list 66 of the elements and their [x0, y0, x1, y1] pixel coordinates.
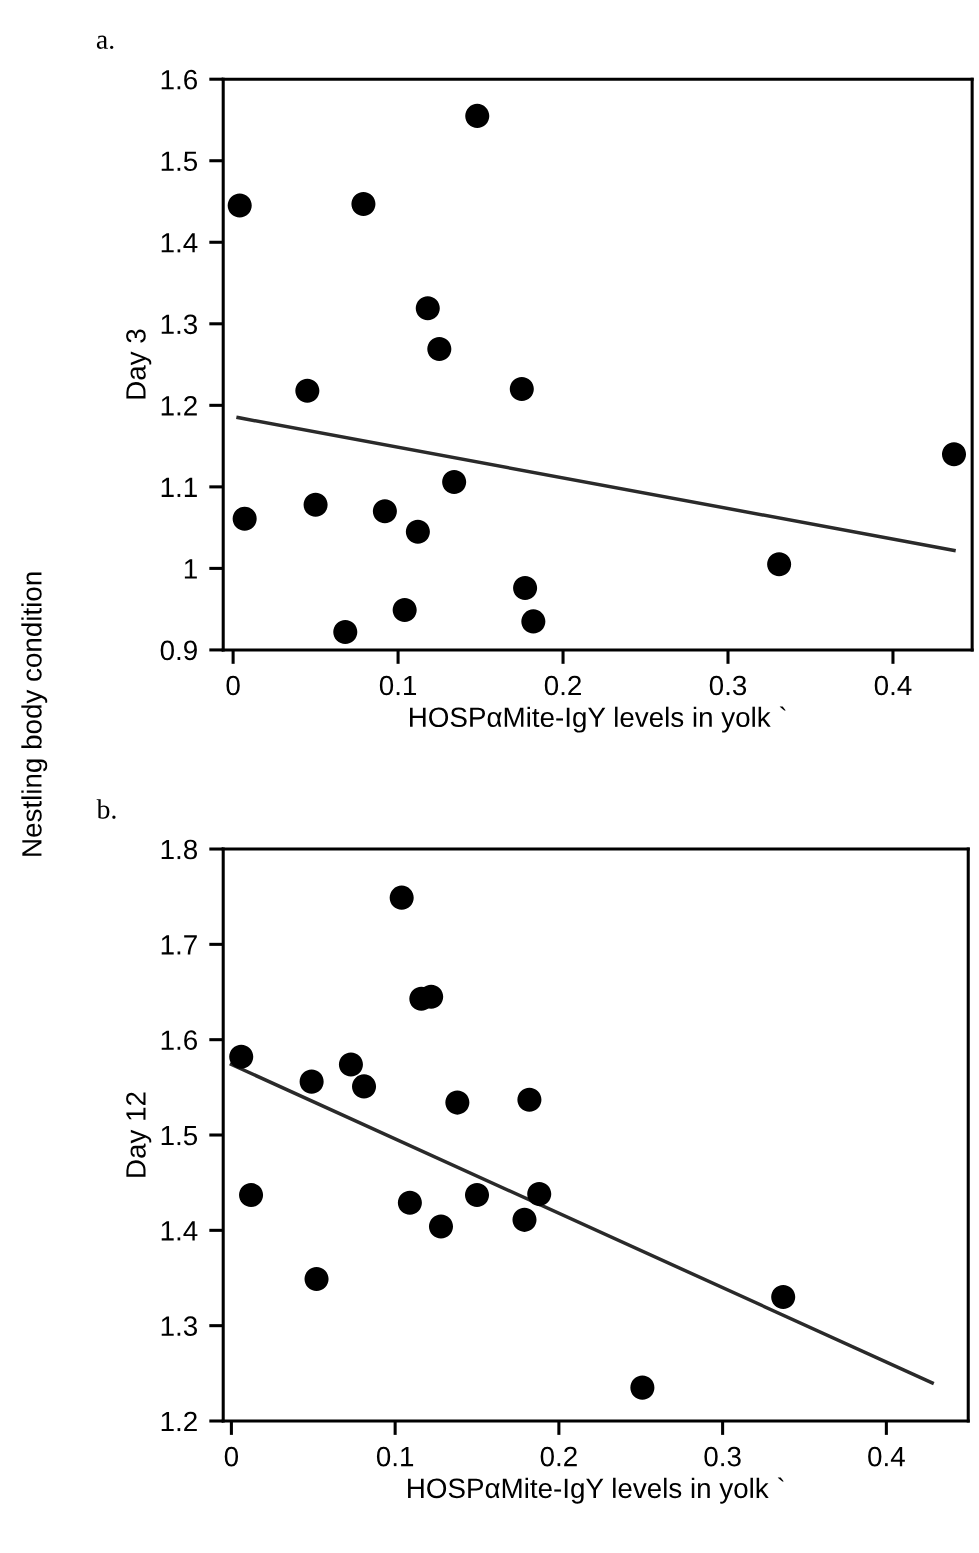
point: [405, 519, 430, 544]
y-tick-label: 1: [184, 559, 197, 579]
point: [299, 1069, 324, 1094]
point: [771, 1285, 796, 1310]
x-tick-label: 0.3: [704, 1446, 741, 1467]
y-tick-label: 1.6: [161, 69, 197, 90]
point: [351, 191, 376, 216]
point: [941, 442, 967, 467]
y-tick-label: 1.1: [161, 477, 197, 497]
x-tick-label: 0.2: [544, 675, 581, 696]
point: [512, 1207, 537, 1232]
point: [513, 575, 538, 600]
point: [389, 885, 414, 910]
y-tick-label: 1.8: [161, 839, 198, 860]
point: [372, 499, 397, 524]
point: [229, 1044, 254, 1069]
y-tick-label: 1.6: [161, 1030, 197, 1051]
y-tick-label: 1.5: [161, 1125, 198, 1146]
y-tick-label: 0.9: [160, 640, 197, 661]
x-tick-label: 0.4: [874, 675, 912, 696]
chart-title: b.: [96, 799, 116, 819]
y-tick-label: 1.3: [161, 1316, 197, 1337]
point: [392, 597, 417, 623]
point: [630, 1375, 655, 1400]
point: [427, 337, 452, 362]
point: [352, 1074, 377, 1099]
point: [517, 1087, 542, 1112]
point: [464, 1183, 490, 1208]
chart-title: a.: [96, 35, 114, 50]
x-tick-label: 0: [226, 675, 240, 696]
point: [239, 1183, 264, 1208]
point: [415, 296, 440, 321]
point: [445, 1090, 470, 1115]
y-tick-label: 1.7: [161, 935, 197, 955]
point: [465, 103, 490, 128]
y-tick-label: 1.5: [161, 151, 198, 172]
point: [304, 1266, 329, 1291]
y-tick-label: 1.2: [161, 396, 197, 416]
x-tick-label: 0: [224, 1446, 239, 1467]
text: Nestling body condition: [21, 572, 48, 856]
x-tick-label: 0.1: [376, 1446, 414, 1467]
x-tick-label: 0.4: [868, 1446, 905, 1467]
y-axis-title: Day 3: [126, 329, 152, 399]
point: [397, 1190, 422, 1215]
x-tick-label: 0.2: [540, 1446, 577, 1467]
point: [767, 552, 792, 577]
y-axis-title: Day 12: [126, 1092, 152, 1177]
point: [232, 506, 257, 531]
x-axis-title: HOSPαMite-IgY levels in yolk `: [410, 706, 786, 733]
point: [303, 492, 328, 517]
point: [521, 609, 546, 634]
x-tick-label: 0.3: [709, 675, 747, 696]
point: [338, 1052, 363, 1077]
y-tick-label: 1.2: [161, 1411, 197, 1432]
x-axis-title: HOSPαMite-IgY levels in yolk `: [408, 1477, 784, 1504]
point: [227, 193, 252, 218]
x-tick-label: 0.1: [379, 675, 417, 696]
point: [442, 469, 467, 494]
point: [333, 619, 358, 645]
y-tick-label: 1.3: [161, 314, 197, 335]
point: [428, 1214, 454, 1239]
point: [527, 1182, 552, 1207]
point: [509, 377, 534, 402]
y-tick-label: 1.4: [161, 233, 198, 253]
y-tick-label: 1.4: [161, 1221, 198, 1241]
point: [295, 378, 320, 403]
